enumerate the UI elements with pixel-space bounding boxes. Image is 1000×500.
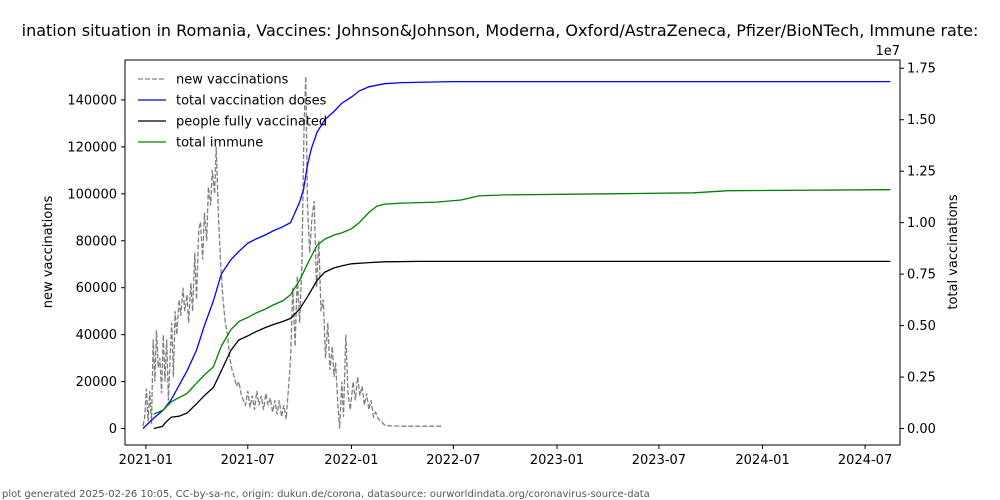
y-right-tick-label: 1.50 — [907, 113, 936, 128]
y-right-tick-label: 1.25 — [907, 165, 936, 180]
y-right-tick-label: 0.00 — [907, 422, 936, 437]
x-tick-label: 2022-07 — [426, 453, 480, 468]
series-line-new-vaccinations — [142, 76, 442, 429]
y-left-tick-label: 0 — [109, 422, 117, 437]
plot-frame — [124, 59, 901, 446]
y-axis-left: 0 20000 40000 60000 80000 100000 120000 140000 — [67, 93, 125, 437]
y-left-tick-label: 120000 — [67, 140, 117, 155]
x-tick-label: 2023-01 — [530, 453, 584, 468]
legend-label: total vaccination doses — [176, 94, 327, 109]
legend-label: total immune — [176, 136, 263, 151]
x-tick-label: 2024-01 — [735, 453, 789, 468]
y-right-tick-label: 1.75 — [907, 62, 936, 77]
x-tick-label: 2021-01 — [119, 453, 173, 468]
y-left-tick-label: 20000 — [76, 375, 117, 390]
x-tick-label: 2024-07 — [838, 453, 892, 468]
x-tick-label: 2021-07 — [221, 453, 275, 468]
y-axis-left-label: new vaccinations — [41, 196, 56, 309]
y-left-tick-label: 80000 — [76, 234, 117, 249]
y-axis-right-label: total vaccinations — [946, 194, 961, 310]
right-axis-multiplier: 1e7 — [875, 44, 900, 59]
y-right-tick-label: 0.75 — [907, 268, 936, 283]
y-left-tick-label: 140000 — [67, 93, 117, 108]
legend-label: new vaccinations — [176, 73, 289, 88]
y-axis-right: 0.00 0.25 0.50 0.75 1.00 1.25 1.50 1.75 — [900, 62, 936, 437]
series-layer — [142, 76, 891, 430]
series-line-total-vaccination-doses — [142, 80, 891, 429]
y-right-tick-label: 0.50 — [907, 319, 936, 334]
y-left-tick-label: 100000 — [67, 187, 117, 202]
series-line-total-immune — [153, 189, 891, 415]
chart-title: ination situation in Romania, Vaccines: … — [22, 21, 979, 40]
x-tick-label: 2022-01 — [324, 453, 378, 468]
x-axis: 2021-01 2021-07 2022-01 2022-07 2023-01 2023-… — [119, 445, 892, 468]
legend: new vaccinations total vaccination doses p… — [138, 73, 327, 151]
x-tick-label: 2023-07 — [632, 453, 686, 468]
y-right-tick-label: 0.25 — [907, 371, 936, 386]
y-left-tick-label: 60000 — [76, 281, 117, 296]
footer-note: plot generated 2025-02-26 10:05, CC-by-s… — [2, 489, 650, 500]
y-right-tick-label: 1.00 — [907, 216, 936, 231]
legend-label: people fully vaccinated — [176, 115, 327, 130]
series-line-people-fully-vaccinated — [153, 260, 891, 430]
y-left-tick-label: 40000 — [76, 328, 117, 343]
